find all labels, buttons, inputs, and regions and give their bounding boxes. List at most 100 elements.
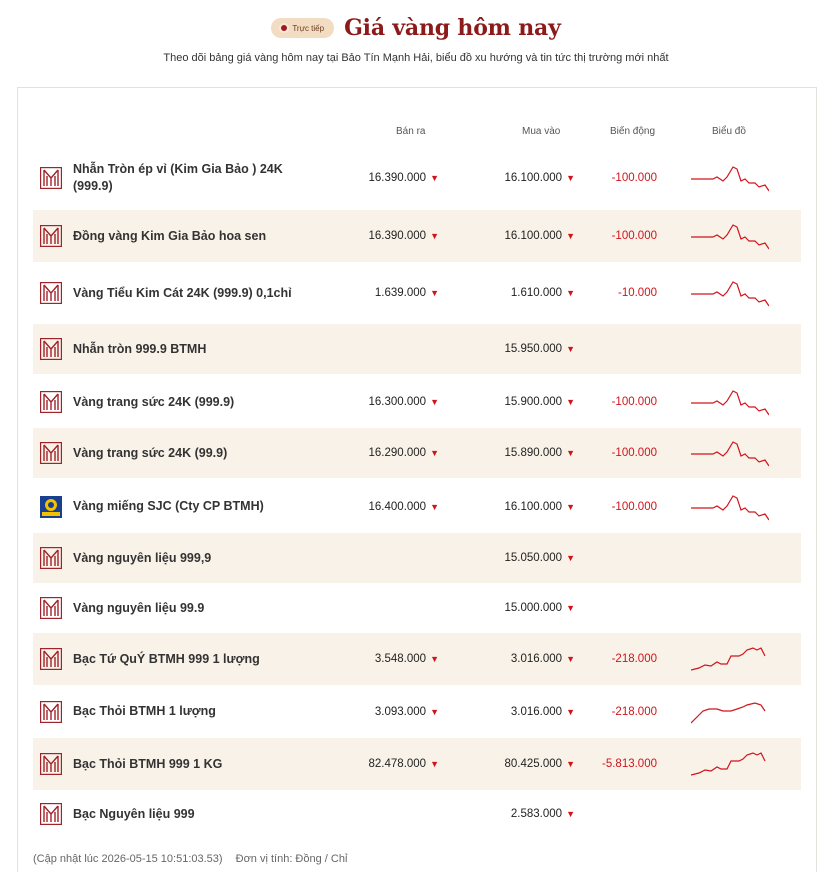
trend-sparkline[interactable] bbox=[691, 387, 769, 417]
trend-line bbox=[691, 390, 769, 416]
product-name: Nhẫn Tròn ép vỉ (Kim Gia Bảo ) 24K (999.… bbox=[73, 162, 283, 193]
trend-line bbox=[691, 224, 769, 250]
btmh-logo-icon bbox=[39, 281, 63, 305]
price-down-icon: ▼ bbox=[430, 288, 439, 298]
table-row[interactable]: Đồng vàng Kim Gia Bảo hoa sen 16.390.000 ▼… bbox=[33, 210, 801, 262]
trend-line bbox=[691, 441, 769, 467]
buy-price-value: 2.583.000 bbox=[510, 808, 563, 820]
buy-price-value: 15.950.000 bbox=[504, 343, 563, 355]
buy-price: 15.950.000 ▼ bbox=[505, 343, 575, 355]
trend-sparkline[interactable] bbox=[691, 163, 769, 193]
buy-price: 16.100.000 ▼ bbox=[505, 501, 575, 513]
product-name: Nhẫn tròn 999.9 BTMH bbox=[73, 341, 207, 356]
buy-price: 15.050.000 ▼ bbox=[505, 552, 575, 564]
btmh-logo-icon bbox=[39, 700, 63, 723]
live-badge: Trực tiếp bbox=[271, 18, 335, 38]
table-row[interactable]: Vàng miếng SJC (Cty CP BTMH) 16.400.000 ▼ 1… bbox=[33, 480, 801, 533]
table-row[interactable]: Bạc Thỏi BTMH 1 lượng 3.093.000 ▼ 3.016.000… bbox=[33, 685, 801, 738]
table-row[interactable]: Nhẫn tròn 999.9 BTMH 15.950.000 ▼ bbox=[33, 324, 801, 374]
sell-price: 16.290.000 ▼ bbox=[369, 447, 439, 459]
sell-price: 16.390.000 ▼ bbox=[369, 172, 439, 184]
trend-sparkline[interactable] bbox=[691, 438, 769, 468]
page-subtitle: Theo dõi bảng giá vàng hôm nay tại Bảo T… bbox=[163, 52, 669, 64]
buy-price: 3.016.000 ▼ bbox=[511, 706, 575, 718]
table-row[interactable]: Vàng nguyên liệu 999,9 15.050.000 ▼ bbox=[33, 533, 801, 583]
btmh-logo-icon bbox=[39, 647, 63, 671]
sell-price: 16.390.000 ▼ bbox=[369, 230, 439, 242]
btmh-logo-icon bbox=[39, 802, 63, 826]
price-down-icon: ▼ bbox=[566, 553, 575, 563]
sell-price-value: 16.400.000 bbox=[368, 500, 427, 513]
buy-price-value: 80.425.000 bbox=[504, 758, 563, 770]
updated-timestamp: (Cập nhật lúc 2026-05-15 10:51:03.53) bbox=[33, 853, 223, 865]
price-change: -100.000 bbox=[611, 230, 657, 242]
sell-price: 82.478.000 ▼ bbox=[369, 758, 439, 770]
trend-sparkline[interactable] bbox=[691, 492, 769, 522]
column-header-chart: Biểu đồ bbox=[712, 126, 746, 137]
page-title: Giá vàng hôm nay bbox=[344, 15, 561, 41]
table-row[interactable]: Vàng nguyên liệu 99.9 15.000.000 ▼ bbox=[33, 583, 801, 633]
sell-price-value: 16.390.000 bbox=[368, 172, 427, 184]
page-header: Trực tiếp Giá vàng hôm nay bbox=[0, 10, 832, 46]
buy-price-value: 15.900.000 bbox=[504, 396, 563, 408]
trend-line bbox=[691, 752, 766, 776]
trend-line bbox=[691, 701, 766, 723]
price-change: -100.000 bbox=[611, 500, 657, 513]
sell-price: 1.639.000 ▼ bbox=[375, 287, 439, 299]
product-name: Vàng trang sức 24K (99.9) bbox=[73, 445, 228, 460]
trend-sparkline[interactable] bbox=[691, 278, 769, 308]
trend-sparkline[interactable] bbox=[691, 221, 769, 251]
table-row[interactable]: Bạc Nguyên liệu 999 2.583.000 ▼ bbox=[33, 790, 801, 838]
btmh-logo-icon bbox=[39, 224, 63, 248]
buy-price: 2.583.000 ▼ bbox=[511, 808, 575, 820]
product-name: Bạc Nguyên liệu 999 bbox=[73, 806, 195, 821]
trend-line bbox=[691, 647, 766, 671]
btmh-logo-icon bbox=[39, 441, 63, 465]
table-row[interactable]: Bạc Thỏi BTMH 999 1 KG 82.478.000 ▼ 80.425.… bbox=[33, 738, 801, 790]
product-name: Bạc Tứ QuÝ BTMH 999 1 lượng bbox=[73, 651, 260, 666]
buy-price: 15.900.000 ▼ bbox=[505, 396, 575, 408]
trend-sparkline[interactable] bbox=[691, 697, 769, 727]
btmh-logo-icon bbox=[39, 337, 63, 361]
btmh-logo-icon bbox=[39, 596, 63, 620]
price-down-icon: ▼ bbox=[566, 344, 575, 354]
buy-price: 15.890.000 ▼ bbox=[505, 447, 575, 459]
product-name: Bạc Thỏi BTMH 999 1 KG bbox=[73, 756, 223, 771]
price-change: -5.813.000 bbox=[602, 758, 657, 770]
column-header-sell: Bán ra bbox=[396, 126, 426, 137]
sell-price-value: 16.390.000 bbox=[368, 230, 427, 242]
price-change: -100.000 bbox=[611, 447, 657, 459]
price-down-icon: ▼ bbox=[566, 759, 575, 769]
price-down-icon: ▼ bbox=[430, 706, 439, 717]
price-down-icon: ▼ bbox=[430, 397, 439, 407]
buy-price-value: 15.000.000 bbox=[504, 602, 563, 614]
price-change: -218.000 bbox=[611, 705, 657, 718]
sell-price-value: 16.300.000 bbox=[368, 396, 427, 408]
table-row[interactable]: Bạc Tứ QuÝ BTMH 999 1 lượng 3.548.000 ▼ 3.0… bbox=[33, 633, 801, 685]
table-footer: (Cập nhật lúc 2026-05-15 10:51:03.53) Đơ… bbox=[33, 853, 357, 865]
btmh-logo-icon bbox=[39, 390, 63, 414]
sell-price: 3.093.000 ▼ bbox=[375, 706, 439, 718]
price-change: -100.000 bbox=[611, 396, 657, 408]
table-row[interactable]: Nhẫn Tròn ép vỉ (Kim Gia Bảo ) 24K (999.… bbox=[33, 152, 801, 204]
column-header-change: Biến động bbox=[610, 126, 656, 137]
buy-price: 16.100.000 ▼ bbox=[505, 230, 575, 242]
trend-sparkline[interactable] bbox=[691, 749, 769, 779]
buy-price: 16.100.000 ▼ bbox=[505, 172, 575, 184]
sell-price-value: 16.290.000 bbox=[368, 447, 427, 459]
sell-price-value: 82.478.000 bbox=[368, 758, 427, 770]
sjc-logo-icon bbox=[40, 495, 62, 518]
price-down-icon: ▼ bbox=[566, 397, 575, 407]
table-row[interactable]: Vàng Tiểu Kim Cát 24K (999.9) 0,1chỉ 1.63… bbox=[33, 262, 801, 324]
product-name: Vàng nguyên liệu 999,9 bbox=[73, 550, 212, 565]
buy-price-value: 3.016.000 bbox=[510, 653, 563, 665]
table-row[interactable]: Vàng trang sức 24K (99.9) 16.290.000 ▼ 15.8… bbox=[33, 428, 801, 478]
price-down-icon: ▼ bbox=[430, 501, 439, 512]
product-name: Vàng miếng SJC (Cty CP BTMH) bbox=[73, 499, 264, 513]
unit-note: Đơn vị tính: Đồng / Chỉ bbox=[235, 853, 348, 865]
price-down-icon: ▼ bbox=[430, 448, 439, 458]
price-down-icon: ▼ bbox=[430, 759, 439, 769]
table-row[interactable]: Vàng trang sức 24K (999.9) 16.300.000 ▼ 15.… bbox=[33, 376, 801, 428]
trend-sparkline[interactable] bbox=[691, 644, 769, 674]
price-down-icon: ▼ bbox=[566, 654, 575, 664]
